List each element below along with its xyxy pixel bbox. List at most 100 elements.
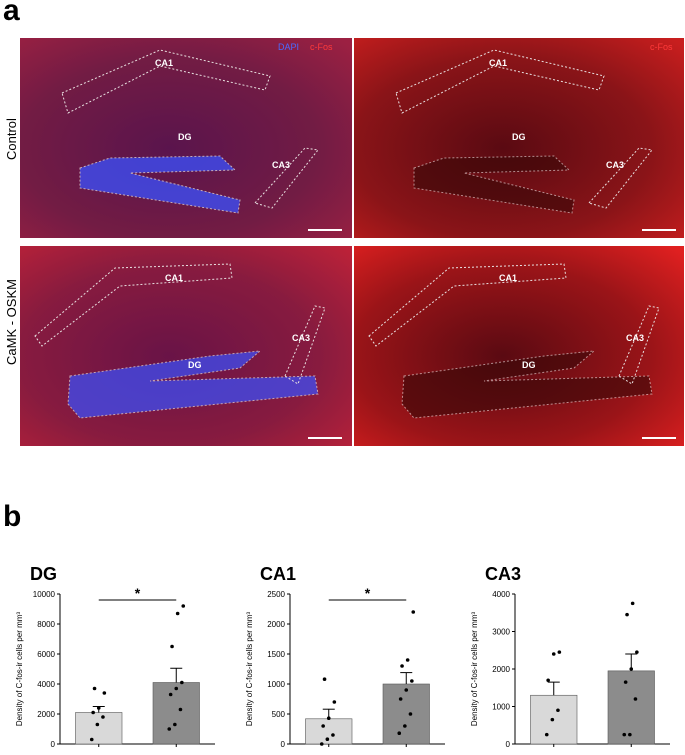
data-point <box>322 677 327 681</box>
significance-marker: * <box>365 585 371 601</box>
label-ca3: CA3 <box>272 160 290 170</box>
data-point <box>403 724 407 728</box>
y-axis-label: Density of C-fos-ir cells per mm³ <box>470 612 479 727</box>
y-tick-label: 500 <box>272 710 286 719</box>
data-point <box>404 688 409 692</box>
data-point <box>635 650 639 654</box>
data-point <box>174 686 179 691</box>
data-point <box>170 644 174 649</box>
data-point <box>544 732 549 737</box>
data-point <box>180 680 184 685</box>
label-dg: DG <box>188 360 202 370</box>
bar <box>607 670 655 745</box>
chart-ca3: CA3 Density of C-fos-ir cells per mm³ 0 100… <box>455 560 680 755</box>
data-point <box>326 716 331 720</box>
data-point <box>92 686 97 691</box>
data-point <box>89 737 94 742</box>
region-outline-dg <box>79 155 241 214</box>
y-tick-label: 2000 <box>267 620 285 629</box>
data-point <box>91 710 95 715</box>
significance-marker: * <box>135 585 141 601</box>
data-point <box>410 679 414 683</box>
label-ca3: CA3 <box>606 160 624 170</box>
panel-a-letter: a <box>3 0 20 27</box>
data-point <box>173 722 177 727</box>
y-tick-label: 0 <box>506 740 511 749</box>
label-dg: DG <box>512 132 526 142</box>
data-point <box>408 712 413 716</box>
data-point <box>551 652 556 656</box>
label-dg: DG <box>522 360 536 370</box>
label-ca1: CA1 <box>155 58 173 68</box>
data-point <box>628 732 632 737</box>
y-tick-label: 1500 <box>267 650 285 659</box>
y-tick-label: 8000 <box>37 620 55 629</box>
data-point <box>332 700 337 704</box>
chart-dg: DG Density of C-fos-ir cells per mm³ 0 2000… <box>0 560 225 755</box>
data-point <box>405 658 410 662</box>
y-tick-label: 4000 <box>492 590 510 599</box>
data-point <box>625 612 629 617</box>
data-point <box>175 611 180 616</box>
data-point <box>95 722 100 727</box>
bar <box>75 712 123 745</box>
chart-dg-svg: DG Density of C-fos-ir cells per mm³ 0 2000… <box>15 564 215 755</box>
chart-title: DG <box>30 564 57 584</box>
data-point <box>331 733 335 737</box>
y-tick-label: 0 <box>281 740 286 749</box>
y-tick-label: 2000 <box>37 710 55 719</box>
chart-title: CA1 <box>260 564 296 584</box>
data-point <box>546 678 550 683</box>
data-point <box>325 737 330 741</box>
channel-label-dapi: DAPI <box>278 42 299 52</box>
label-ca3: CA3 <box>292 333 310 343</box>
data-point <box>321 724 325 728</box>
y-tick-label: 2500 <box>267 590 285 599</box>
y-axis-label: Density of C-fos-ir cells per mm³ <box>15 612 24 727</box>
region-outline-ca3 <box>254 147 319 209</box>
channel-label-cfos: c-Fos <box>310 42 333 52</box>
y-tick-label: 3000 <box>492 628 510 637</box>
data-point <box>167 727 172 731</box>
chart-ca1: CA1 Density of C-fos-ir cells per mm³ 0 500… <box>230 560 455 755</box>
data-point <box>557 650 562 654</box>
chart-ca1-svg: CA1 Density of C-fos-ir cells per mm³ 0 500… <box>245 564 445 755</box>
y-tick-label: 4000 <box>37 680 55 689</box>
bar <box>382 683 430 745</box>
data-point <box>629 667 634 671</box>
row-label-control: Control <box>4 118 19 160</box>
micrograph-camk-oskm-merged: CA1 DG CA3 <box>20 246 352 446</box>
data-point <box>550 717 555 722</box>
label-ca3: CA3 <box>626 333 644 343</box>
data-point <box>178 707 183 712</box>
data-point <box>96 706 101 710</box>
y-tick-label: 2000 <box>492 665 510 674</box>
data-point <box>633 697 638 701</box>
bar <box>152 682 200 745</box>
data-point <box>622 732 627 737</box>
y-tick-label: 1000 <box>267 680 285 689</box>
data-point <box>168 692 173 697</box>
data-point <box>630 601 635 606</box>
micrograph-control-cfos: CA1 DG CA3 c-Fos <box>354 38 684 238</box>
data-point <box>556 708 560 713</box>
data-point <box>623 680 628 684</box>
region-outline-ca1 <box>61 49 271 114</box>
channel-label-cfos: c-Fos <box>650 42 673 52</box>
label-ca1: CA1 <box>499 273 517 283</box>
y-tick-label: 0 <box>51 740 56 749</box>
chart-ca3-svg: CA3 Density of C-fos-ir cells per mm³ 0 100… <box>470 564 670 755</box>
data-point <box>397 731 402 735</box>
label-dg: DG <box>178 132 192 142</box>
y-tick-label: 10000 <box>33 590 56 599</box>
data-point <box>398 697 403 701</box>
data-point <box>101 715 105 719</box>
label-ca1: CA1 <box>489 58 507 68</box>
y-axis-label: Density of C-fos-ir cells per mm³ <box>245 612 254 727</box>
label-ca1: CA1 <box>165 273 183 283</box>
row-label-camk-oskm: CaMK - OSKM <box>4 279 19 365</box>
y-tick-label: 1000 <box>492 703 510 712</box>
micrograph-control-merged: CA1 DG CA3 DAPI c-Fos <box>20 38 352 238</box>
data-point <box>411 610 416 614</box>
data-point <box>400 664 404 668</box>
